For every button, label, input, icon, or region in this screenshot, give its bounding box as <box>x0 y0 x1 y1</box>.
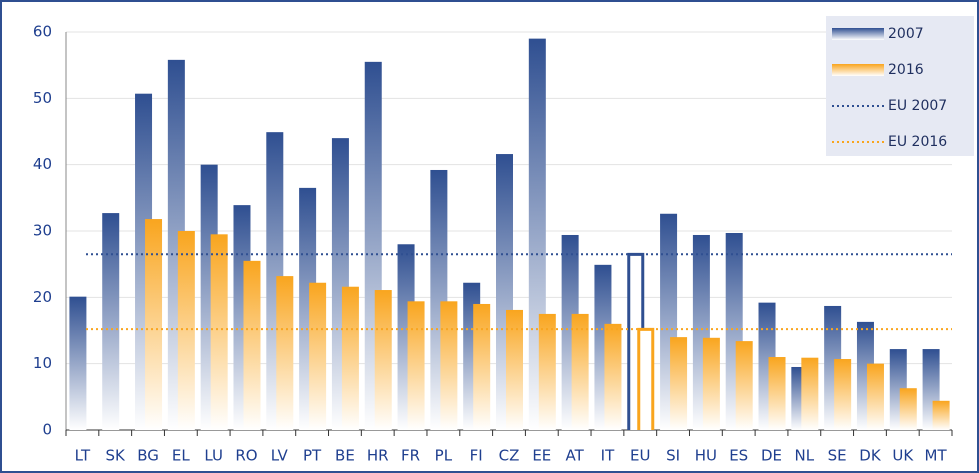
bar <box>735 341 753 430</box>
x-tick-label: RO <box>235 447 257 465</box>
x-tick-label: FI <box>470 447 483 465</box>
bar <box>801 357 819 430</box>
x-tick-label: FR <box>401 447 420 465</box>
y-tick-label: 20 <box>33 288 52 306</box>
bar <box>637 327 655 430</box>
bar <box>899 388 917 430</box>
bar <box>210 234 228 430</box>
legend-swatch <box>832 64 884 76</box>
bar <box>702 337 720 430</box>
x-tick-label: SE <box>828 447 847 465</box>
bar <box>670 337 688 430</box>
bar <box>571 313 589 430</box>
bar <box>866 363 884 430</box>
x-tick-label: DE <box>761 447 782 465</box>
x-tick-label: SK <box>106 447 127 465</box>
bar <box>374 290 392 430</box>
y-tick-label: 10 <box>33 354 52 372</box>
bar <box>473 303 491 430</box>
x-tick-label: AT <box>565 447 584 465</box>
x-tick-label: EU <box>630 447 650 465</box>
bar <box>407 301 425 430</box>
x-tick-label: MT <box>925 447 948 465</box>
x-tick-label: HR <box>367 447 389 465</box>
y-tick-label: 30 <box>33 222 52 240</box>
x-tick-label: EL <box>172 447 190 465</box>
legend-label: EU 2007 <box>888 98 947 114</box>
bar <box>538 313 556 430</box>
x-tick-label: HU <box>695 447 717 465</box>
x-tick-label: EE <box>532 447 551 465</box>
y-tick-label: 60 <box>33 23 52 41</box>
bar <box>276 276 294 430</box>
x-tick-label: NL <box>795 447 815 465</box>
x-tick-label: ES <box>729 447 748 465</box>
x-tick-label: LT <box>75 447 91 465</box>
bar <box>834 359 852 430</box>
bar <box>440 301 458 430</box>
x-tick-label: BG <box>137 447 159 465</box>
x-tick-label: SI <box>666 447 680 465</box>
y-tick-label: 0 <box>42 421 52 439</box>
legend-label: EU 2016 <box>888 134 947 150</box>
bar <box>145 219 163 430</box>
x-tick-label: PT <box>303 447 322 465</box>
bar <box>506 309 523 430</box>
y-tick-label: 40 <box>33 155 52 173</box>
bar <box>177 231 195 430</box>
x-tick-label: UK <box>892 447 914 465</box>
x-tick-label: LV <box>271 447 289 465</box>
bar <box>768 357 786 430</box>
legend-label: 2007 <box>888 26 924 42</box>
bar <box>604 323 622 430</box>
legend-swatch <box>832 28 884 40</box>
x-tick-label: BE <box>335 447 355 465</box>
bar <box>69 296 87 430</box>
x-tick-label: CZ <box>499 447 520 465</box>
bar <box>243 260 261 430</box>
y-tick-label: 50 <box>33 89 52 107</box>
x-tick-label: DK <box>859 447 882 465</box>
x-tick-label: IT <box>601 447 615 465</box>
legend: 2007 2016 EU 2007 EU 2016 <box>826 16 974 156</box>
bar <box>932 400 950 430</box>
bar <box>309 282 327 430</box>
x-tick-label: LU <box>204 447 223 465</box>
bar <box>102 213 120 430</box>
bar <box>341 286 359 430</box>
x-tick-label: PL <box>435 447 453 465</box>
legend-label: 2016 <box>888 62 924 78</box>
